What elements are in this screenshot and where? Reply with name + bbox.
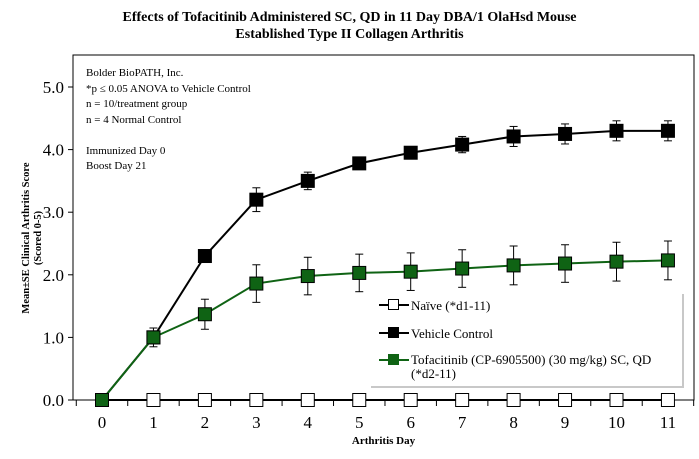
legend-label: Tofacitinib (CP-6905500) (30 mg/kg) SC, … [411,353,651,381]
data-point [455,393,470,407]
data-point [300,173,315,188]
note-spacer [86,128,251,144]
x-tick-label: 8 [509,413,518,432]
note-line: n = 10/treatment group [86,98,188,110]
y-tick-label: 0.0 [43,391,64,410]
x-tick-label: 10 [608,413,625,432]
data-point [609,123,624,138]
y-tick-label: 1.0 [43,328,64,347]
x-tick-label: 11 [660,413,676,432]
x-tick-label: 4 [304,413,313,432]
data-point [249,276,264,291]
legend-label-line: Tofacitinib (CP-6905500) (30 mg/kg) SC, … [411,352,652,367]
note-text: *p ≤ 0.05 ANOVA to Vehicle Control [86,82,251,95]
y-tick-label: 2.0 [43,266,64,285]
vehicle-marker-icon [379,326,409,340]
data-point [146,330,161,345]
title-line-1: Effects of Tofacitinib Administered SC, … [122,10,577,25]
y-tick-label: 5.0 [43,78,64,97]
x-tick-label: 7 [458,413,467,432]
data-point [197,393,212,407]
legend-label: Naïve (*d1-11) [411,298,491,313]
x-axis-label: Arthritis Day [351,435,416,447]
note-line: Boost Day 21 [86,160,147,172]
y-axis-label: Mean±SE Clinical Arthritis Score (Scored … [21,143,45,333]
y-label-line: (Scored 0-5) [33,210,44,266]
data-point [197,307,212,322]
series-line-2 [101,259,668,401]
data-point [609,254,624,269]
note-line: Immunized Day 0 [86,144,166,157]
note-line: *p ≤ 0.05 ANOVA to Vehicle Control [86,82,251,98]
data-point [95,393,109,407]
legend-label: Vehicle Control [411,326,493,341]
data-point [558,126,573,141]
data-point [506,393,521,407]
data-point [558,256,573,271]
x-tick-label: 2 [201,413,210,432]
legend: Naïve (*d1-11) Vehicle Control Tofacitin… [371,294,684,388]
x-tick-label: 5 [355,413,364,432]
legend-item-vehicle: Vehicle Control [379,326,493,342]
data-point [352,393,367,407]
data-point [352,156,367,171]
note-line: n = 4 Normal Control [86,113,182,126]
x-tick-label: 6 [406,413,415,432]
data-point [403,264,418,279]
data-point [660,393,675,407]
data-point [455,261,470,276]
data-point [660,123,675,138]
y-label-line: Mean±SE Clinical Arthritis Score [21,162,32,314]
data-point [300,269,315,284]
data-point [403,393,418,407]
x-tick-label: 0 [98,413,107,432]
series-line-1 [101,129,668,401]
x-tick-label: 3 [252,413,261,432]
data-point [300,393,315,407]
legend-item-naive: Naïve (*d1-11) [379,298,490,314]
y-tick-label: 3.0 [43,203,64,222]
data-point [249,393,264,407]
x-tick-label: 1 [149,413,158,432]
data-point [506,129,521,144]
data-point [660,253,675,268]
chart-title: Effects of Tofacitinib Administered SC, … [0,9,699,43]
y-tick-label: 4.0 [43,141,64,160]
data-point [146,393,161,407]
data-point [197,249,212,264]
title-line-2: Established Type II Collagen Arthritis [235,27,464,42]
naive-marker-icon [379,298,409,312]
data-point [558,393,573,407]
data-point [352,265,367,280]
data-point [609,393,624,407]
x-tick-label: 9 [561,413,570,432]
data-point [403,145,418,160]
legend-label-line: (*d2-11) [411,366,457,381]
legend-item-tofacitinib: Tofacitinib (CP-6905500) (30 mg/kg) SC, … [379,353,651,381]
note-line: Bolder BioPATH, Inc. [86,67,184,79]
tofacitinib-marker-icon [379,353,409,367]
data-point [455,137,470,152]
data-point [506,258,521,273]
annotation-block: Bolder BioPATH, Inc. *p ≤ 0.05 ANOVA to … [86,66,251,175]
data-point [249,192,264,207]
